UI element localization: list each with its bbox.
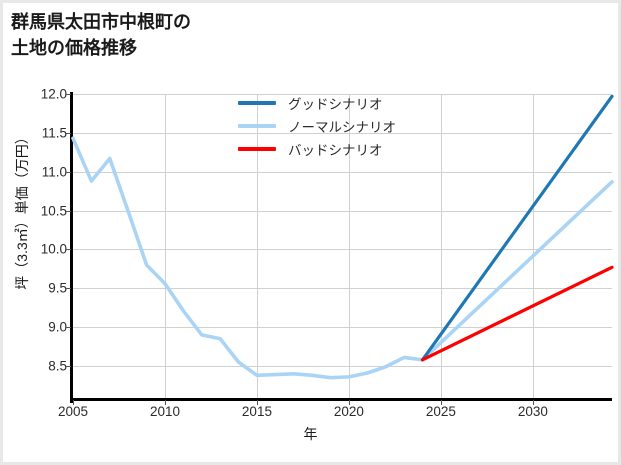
x-tick-mark bbox=[73, 400, 74, 405]
x-tick-label: 2030 bbox=[517, 404, 548, 419]
x-tick-label: 2025 bbox=[425, 404, 456, 419]
x-tick-label: 2015 bbox=[241, 404, 272, 419]
legend-item[interactable]: バッドシナリオ bbox=[238, 137, 438, 160]
x-tick-label: 2020 bbox=[333, 404, 364, 419]
x-tick-label: 2010 bbox=[149, 404, 180, 419]
gridline-vertical bbox=[532, 94, 534, 400]
y-tick-label: 8.5 bbox=[48, 358, 67, 374]
gridline-vertical bbox=[348, 94, 350, 400]
x-tick-mark bbox=[440, 400, 442, 405]
series-line-バッドシナリオ bbox=[420, 265, 614, 362]
y-tick-mark bbox=[66, 327, 71, 329]
legend-color-swatch bbox=[238, 123, 276, 128]
y-tick-mark bbox=[66, 171, 71, 173]
y-tick-mark bbox=[66, 249, 71, 251]
gridline-vertical bbox=[164, 94, 166, 400]
y-tick-mark bbox=[66, 210, 71, 212]
gridline-horizontal bbox=[73, 210, 612, 212]
gridline-horizontal bbox=[73, 327, 612, 329]
y-tick-mark bbox=[66, 94, 71, 95]
y-tick-label: 12.0 bbox=[40, 86, 67, 102]
y-axis-spine bbox=[70, 92, 73, 403]
gridline-vertical bbox=[256, 94, 258, 400]
y-axis-tick-labels: 8.5 9.0 9.5 10.0 10.5 11.0 11.5 12.0 bbox=[15, 0, 67, 465]
x-tick-mark bbox=[532, 400, 534, 405]
chart-legend: グッドシナリオ ノーマルシナリオ バッドシナリオ bbox=[238, 91, 438, 160]
gridline-horizontal bbox=[73, 94, 612, 95]
x-tick-mark bbox=[348, 400, 350, 405]
legend-item[interactable]: グッドシナリオ bbox=[238, 91, 438, 114]
y-tick-label: 10.5 bbox=[40, 203, 67, 219]
gridline-horizontal bbox=[73, 365, 612, 367]
legend-color-swatch bbox=[238, 146, 276, 151]
y-tick-label: 10.0 bbox=[40, 241, 67, 257]
y-tick-mark bbox=[66, 288, 71, 290]
chart-title: 群馬県太田市中根町の 土地の価格推移 bbox=[11, 12, 191, 58]
y-tick-label: 11.5 bbox=[41, 125, 67, 141]
series-line-ノーマルシナリオ bbox=[71, 136, 614, 380]
x-axis-title: 年 bbox=[303, 426, 318, 442]
plot-area bbox=[73, 94, 612, 400]
legend-item[interactable]: ノーマルシナリオ bbox=[238, 114, 438, 137]
gridline-horizontal bbox=[73, 249, 612, 251]
legend-item-label: ノーマルシナリオ bbox=[288, 119, 396, 135]
gridline-horizontal bbox=[73, 132, 612, 134]
x-axis-spine bbox=[70, 398, 612, 401]
x-tick-label: 2005 bbox=[57, 404, 89, 419]
y-tick-label: 9.0 bbox=[48, 319, 67, 335]
legend-item-label: バッドシナリオ bbox=[288, 142, 383, 158]
gridline-horizontal bbox=[73, 288, 612, 290]
y-tick-label: 9.5 bbox=[48, 280, 67, 296]
legend-color-swatch bbox=[238, 100, 276, 105]
x-tick-mark bbox=[256, 400, 258, 405]
y-tick-mark bbox=[66, 365, 71, 367]
gridline-horizontal bbox=[73, 171, 612, 173]
x-tick-mark bbox=[164, 400, 166, 405]
legend-item-label: グッドシナリオ bbox=[288, 96, 383, 112]
y-tick-label: 11.0 bbox=[41, 164, 67, 180]
series-line-グッドシナリオ bbox=[420, 94, 614, 362]
y-tick-mark bbox=[66, 132, 71, 134]
gridline-vertical bbox=[440, 94, 442, 400]
